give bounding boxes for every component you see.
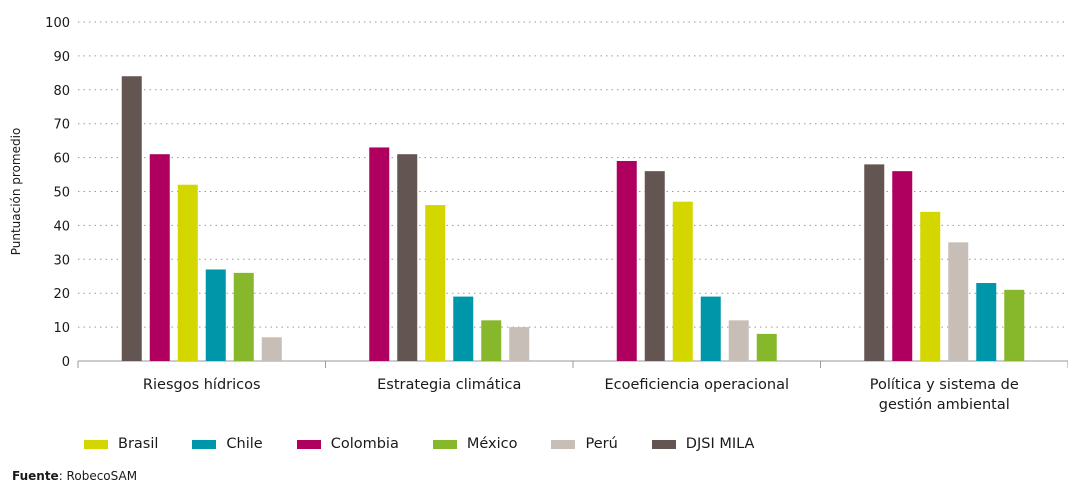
legend-item: Colombia xyxy=(296,436,399,452)
y-tick-label: 100 xyxy=(45,16,70,31)
bar-m-xico xyxy=(481,320,502,361)
legend-label: Perú xyxy=(585,436,618,452)
legend-label: Brasil xyxy=(118,436,159,452)
source-text: : RobecoSAM xyxy=(58,469,138,483)
y-tick-label: 10 xyxy=(53,321,70,336)
bar-per- xyxy=(261,337,282,361)
bar-chart: 0 10 20 30 40 50 60 70 80 90 100 Puntuación promedi… xyxy=(9,16,1068,413)
bar-per- xyxy=(948,242,969,361)
bar-m-xico xyxy=(756,333,777,361)
legend-label: Chile xyxy=(226,436,263,452)
bar-djsi-mila xyxy=(121,76,142,362)
legend-item: México xyxy=(432,436,518,452)
x-category-label: Política y sistema de xyxy=(870,377,1019,393)
legend-item: Brasil xyxy=(84,436,158,452)
bar-per- xyxy=(509,327,530,361)
bar-per- xyxy=(728,320,749,361)
legend-swatch xyxy=(296,439,321,449)
y-tick-label: 0 xyxy=(62,355,70,370)
y-tick-label: 60 xyxy=(53,152,70,167)
bar-brasil xyxy=(425,205,446,361)
bar-m-xico xyxy=(233,272,254,361)
legend-swatch xyxy=(192,439,217,449)
source-label: Fuente xyxy=(12,469,59,483)
bar-brasil xyxy=(672,201,693,361)
x-category-label: gestión ambiental xyxy=(879,397,1010,413)
bar-colombia xyxy=(369,147,390,361)
y-axis-title: Puntuación promedio xyxy=(9,128,23,256)
legend-item: Chile xyxy=(192,436,263,452)
bar-djsi-mila xyxy=(864,164,885,361)
bar-m-xico xyxy=(1004,289,1025,361)
legend-item: Perú xyxy=(551,436,618,452)
y-tick-label: 30 xyxy=(53,253,70,268)
bar-djsi-mila xyxy=(397,154,418,361)
x-category-label: Ecoeficiencia operacional xyxy=(605,377,790,393)
bar-chile xyxy=(205,269,226,361)
legend: Brasil Chile Colombia México Perú DJSI MILA xyxy=(84,434,788,454)
legend-swatch xyxy=(84,439,108,449)
bar-colombia xyxy=(892,171,913,361)
y-tick-label: 40 xyxy=(53,219,70,234)
y-tick-label: 90 xyxy=(53,50,70,65)
bar-colombia xyxy=(149,154,170,361)
bar-brasil xyxy=(177,184,198,361)
legend-swatch xyxy=(432,439,457,449)
bar-chile xyxy=(700,296,721,361)
y-tick-label: 70 xyxy=(53,118,70,133)
bar-chile xyxy=(976,283,997,361)
legend-label: DJSI MILA xyxy=(685,436,755,452)
legend-swatch xyxy=(651,439,676,449)
bar-chile xyxy=(453,296,474,361)
source-note: Fuente: RobecoSAM xyxy=(12,469,137,483)
bar-djsi-mila xyxy=(644,171,665,361)
bar-colombia xyxy=(616,160,637,361)
legend-label: Colombia xyxy=(330,436,399,452)
legend-item: DJSI MILA xyxy=(651,436,755,452)
x-category-label: Riesgos hídricos xyxy=(143,377,261,393)
legend-label: México xyxy=(466,436,518,452)
x-category-label: Estrategia climática xyxy=(377,377,521,393)
bar-brasil xyxy=(920,211,941,361)
legend-swatch xyxy=(551,439,576,449)
y-tick-label: 50 xyxy=(53,186,70,201)
y-tick-label: 20 xyxy=(53,287,70,302)
y-tick-label: 80 xyxy=(53,84,70,99)
